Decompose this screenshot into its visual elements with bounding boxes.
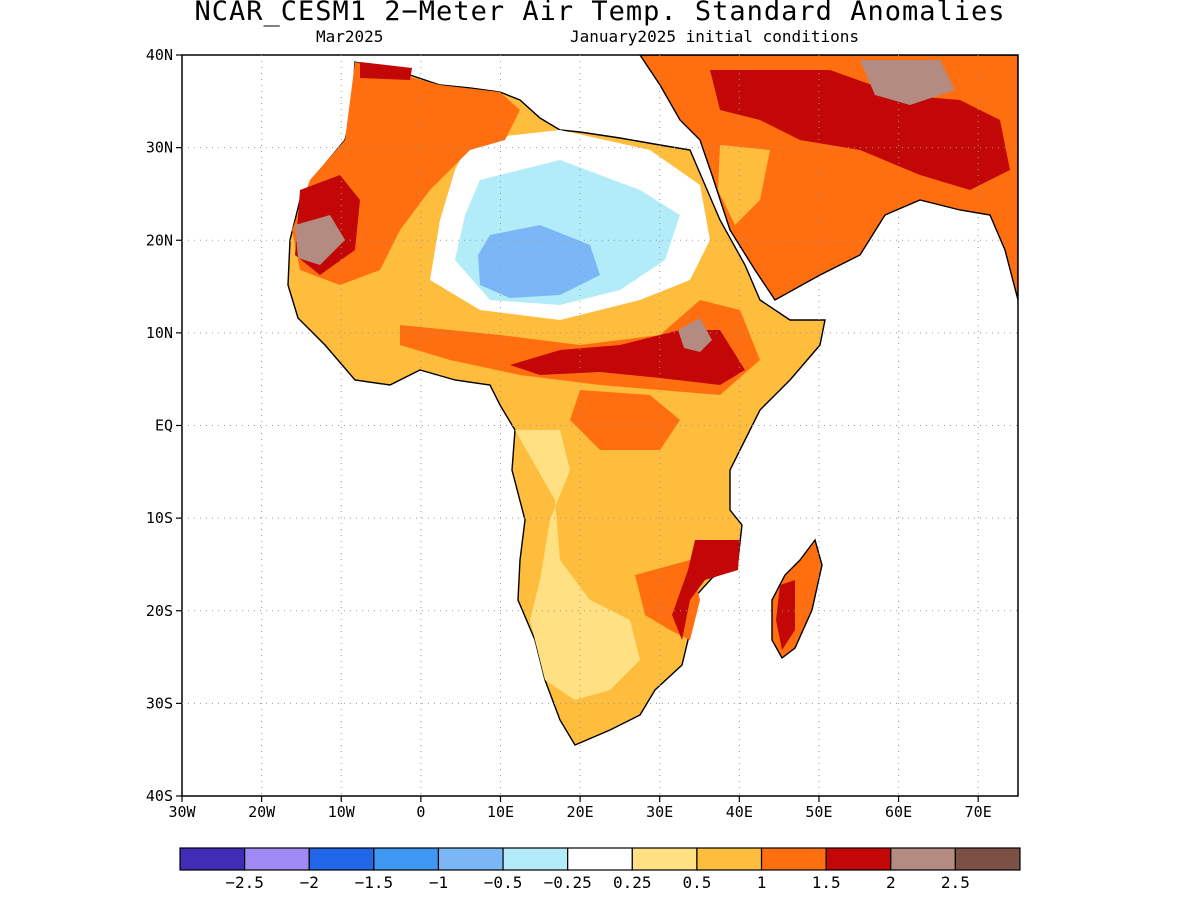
lon-tick-label: 20W: [248, 803, 276, 821]
colorbar-label: −1: [429, 873, 448, 892]
latitude-axis: 40N 30N 20N 10N EQ 10S 20S 30S 40S: [146, 46, 182, 805]
colorbar-swatch: [502, 847, 569, 871]
colorbar-swatch: [244, 847, 310, 871]
sahara-blue-anomaly: [478, 225, 600, 298]
lat-tick-label: 30N: [146, 139, 173, 157]
colorbar-swatch: [373, 847, 440, 871]
lon-tick-label: 10W: [328, 803, 356, 821]
lon-tick-label: 10E: [487, 803, 514, 821]
colorbar-swatch: [567, 847, 633, 871]
colorbar-label: 0.25: [613, 873, 652, 892]
lat-tick-label: EQ: [155, 417, 173, 435]
colorbar-label: −0.5: [484, 873, 523, 892]
lat-tick-label: 20N: [146, 231, 173, 249]
colorbar-swatch: [437, 847, 504, 871]
colorbar-label: 0.5: [682, 873, 711, 892]
lon-tick-label: 30W: [168, 803, 196, 821]
colorbar-label: −1.5: [355, 873, 394, 892]
middle-east-extreme: [860, 60, 955, 105]
mediterranean-coast-hot: [360, 62, 412, 80]
madagascar-hot: [776, 580, 795, 650]
graticule: [182, 55, 1018, 796]
colorbar-label: −0.25: [544, 873, 592, 892]
lat-tick-label: 10S: [146, 509, 173, 527]
colorbar-swatch: [890, 847, 956, 871]
east-africa-warm: [570, 390, 680, 450]
initial-conditions: January2025 initial conditions: [570, 27, 859, 46]
colorbar-swatch: [760, 847, 827, 871]
map-title: NCAR_CESM1 2−Meter Air Temp. Standard An…: [194, 0, 1006, 27]
lat-tick-label: 20S: [146, 602, 173, 620]
colorbar-label: 1: [757, 873, 767, 892]
lon-tick-label: 40E: [726, 803, 753, 821]
longitude-axis: 30W 20W 10W 0 10E 20E 30E 40E 50E 60E 70E: [168, 796, 992, 821]
lat-tick-label: 40S: [146, 787, 173, 805]
mozambique-hot: [672, 540, 740, 640]
colorbar-label: 2.5: [941, 873, 970, 892]
middle-east-hot: [710, 70, 1010, 190]
colorbar-swatch: [179, 847, 246, 871]
colorbar-label: 1.5: [812, 873, 841, 892]
lon-tick-label: 0: [416, 803, 425, 821]
arabia-light: [718, 145, 770, 225]
southern-africa-light: [515, 430, 640, 700]
colorbar-swatch: [696, 847, 763, 871]
colorbar-label: −2: [300, 873, 319, 892]
colorbar-swatch: [825, 847, 892, 871]
colorbar-swatch: [308, 847, 375, 871]
colorbar-label: 2: [886, 873, 896, 892]
lon-tick-label: 30E: [646, 803, 673, 821]
map-body: [287, 55, 1018, 746]
lon-tick-label: 20E: [567, 803, 594, 821]
colorbar-swatch: [631, 847, 698, 871]
colorbar: −2.5 −2 −1.5 −1 −0.5 −0.25 0.25 0.5 1 1.5 2 2.5: [179, 847, 1021, 892]
lon-tick-label: 50E: [805, 803, 832, 821]
ethiopia-extreme: [678, 318, 712, 352]
lat-tick-label: 10N: [146, 324, 173, 342]
lat-tick-label: 40N: [146, 46, 173, 64]
valid-month: Mar2025: [316, 27, 384, 46]
colorbar-swatch: [954, 847, 1021, 871]
lon-tick-label: 60E: [885, 803, 912, 821]
lon-tick-label: 70E: [965, 803, 992, 821]
lat-tick-label: 30S: [146, 694, 173, 712]
colorbar-label: −2.5: [225, 873, 264, 892]
